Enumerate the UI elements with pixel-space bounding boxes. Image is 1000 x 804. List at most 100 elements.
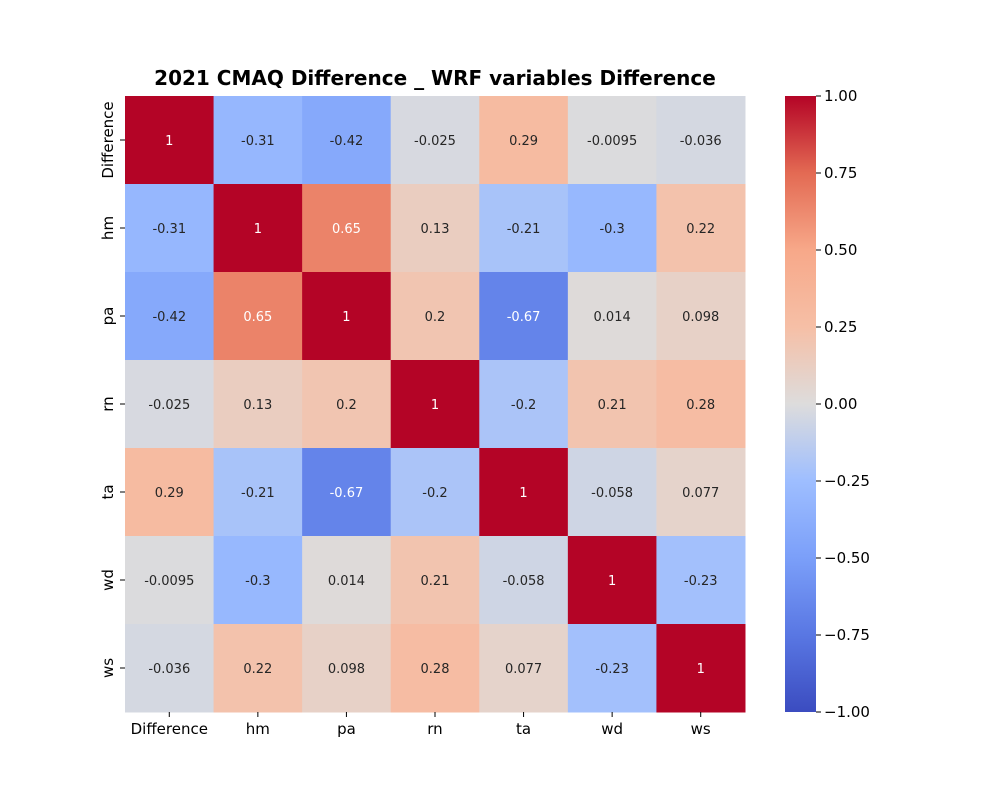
heatmap-cell bbox=[213, 448, 303, 537]
heatmap-cell bbox=[656, 184, 746, 273]
heatmap-cell bbox=[302, 360, 392, 449]
colorbar-tick-label: 0.75 bbox=[824, 164, 857, 182]
y-tick-label: wd bbox=[99, 569, 117, 591]
heatmap-cell bbox=[567, 272, 657, 361]
cell-annotation: 1 bbox=[342, 310, 350, 325]
cell-annotation: -0.058 bbox=[503, 574, 545, 589]
x-tick-label: rn bbox=[427, 720, 442, 738]
cell-annotation: 1 bbox=[608, 574, 616, 589]
cell-annotation: 0.13 bbox=[243, 398, 272, 413]
heatmap-annotations: 1 -0.31 -0.42 -0.025 0.29 -0.0095 -0.036-0.31 1… bbox=[144, 134, 721, 677]
cell-annotation: 0.65 bbox=[243, 310, 272, 325]
heatmap-cell bbox=[567, 536, 657, 625]
cell-annotation: -0.21 bbox=[507, 222, 541, 237]
heatmap-cell bbox=[390, 184, 480, 273]
cell-annotation: 0.014 bbox=[328, 574, 365, 589]
heatmap-cell bbox=[656, 624, 746, 713]
colorbar-tick-label: −0.50 bbox=[824, 549, 870, 567]
colorbar-tick-label: 0.00 bbox=[824, 395, 857, 413]
cell-annotation: 1 bbox=[165, 134, 173, 149]
colorbar-tick-label: 0.50 bbox=[824, 241, 857, 259]
cell-annotation: 0.098 bbox=[682, 310, 719, 325]
cell-annotation: 0.077 bbox=[682, 486, 719, 501]
heatmap-cell bbox=[656, 272, 746, 361]
heatmap-cell bbox=[567, 360, 657, 449]
cell-annotation: 0.098 bbox=[328, 662, 365, 677]
heatmap-cell bbox=[479, 96, 569, 185]
cell-annotation: 0.22 bbox=[243, 662, 272, 677]
heatmap-cell bbox=[125, 624, 215, 713]
cell-annotation: -0.036 bbox=[148, 662, 190, 677]
heatmap-cell bbox=[656, 96, 746, 185]
heatmap-cell bbox=[567, 96, 657, 185]
heatmap-cell bbox=[213, 272, 303, 361]
cell-annotation: -0.058 bbox=[591, 486, 633, 501]
cell-annotation: 0.22 bbox=[686, 222, 715, 237]
y-tick-label: ws bbox=[99, 658, 117, 678]
heatmap-cell bbox=[390, 624, 480, 713]
heatmap-cell bbox=[479, 624, 569, 713]
x-tick-label: ws bbox=[691, 720, 711, 738]
cell-annotation: -0.31 bbox=[152, 222, 186, 237]
cell-annotation: -0.31 bbox=[241, 134, 275, 149]
heatmap-cell bbox=[479, 448, 569, 537]
cell-annotation: 0.21 bbox=[598, 398, 627, 413]
cell-annotation: -0.23 bbox=[595, 662, 629, 677]
cell-annotation: 0.29 bbox=[509, 134, 538, 149]
cell-annotation: 0.28 bbox=[686, 398, 715, 413]
cell-annotation: -0.036 bbox=[680, 134, 722, 149]
colorbar-tick-label: −0.25 bbox=[824, 472, 870, 490]
heatmap-cell bbox=[656, 360, 746, 449]
cell-annotation: 1 bbox=[519, 486, 527, 501]
cell-annotation: -0.42 bbox=[330, 134, 364, 149]
heatmap-cell bbox=[213, 184, 303, 273]
cell-annotation: -0.67 bbox=[507, 310, 541, 325]
y-tick-label: pa bbox=[99, 307, 117, 326]
heatmap-cell bbox=[125, 184, 215, 273]
heatmap-cell bbox=[390, 96, 480, 185]
heatmap-cell bbox=[302, 184, 392, 273]
colorbar-tick-label: 1.00 bbox=[824, 87, 857, 105]
heatmap-cell bbox=[567, 624, 657, 713]
cell-annotation: -0.23 bbox=[684, 574, 718, 589]
heatmap-cell bbox=[213, 96, 303, 185]
cell-annotation: 0.2 bbox=[425, 310, 446, 325]
x-tick-label: ta bbox=[516, 720, 531, 738]
heatmap-cell bbox=[302, 536, 392, 625]
cell-annotation: 0.13 bbox=[421, 222, 450, 237]
heatmap-cell bbox=[213, 360, 303, 449]
heatmap-cell bbox=[479, 184, 569, 273]
cell-annotation: 0.014 bbox=[594, 310, 631, 325]
heatmap-cell bbox=[125, 360, 215, 449]
cell-annotation: -0.025 bbox=[148, 398, 190, 413]
cell-annotation: 0.077 bbox=[505, 662, 542, 677]
heatmap-cell bbox=[567, 448, 657, 537]
x-tick-label: pa bbox=[337, 720, 356, 738]
heatmap-cell bbox=[125, 536, 215, 625]
heatmap-cell bbox=[656, 536, 746, 625]
y-tick-label: hm bbox=[99, 216, 117, 240]
heatmap-cell bbox=[390, 272, 480, 361]
heatmap-cell bbox=[479, 272, 569, 361]
cell-annotation: -0.3 bbox=[599, 222, 624, 237]
chart-title: 2021 CMAQ Difference _ WRF variables Dif… bbox=[154, 66, 716, 90]
cell-annotation: -0.67 bbox=[330, 486, 364, 501]
x-tick-label: Difference bbox=[131, 720, 208, 738]
cell-annotation: -0.025 bbox=[414, 134, 456, 149]
colorbar: 1.00 0.75 0.50 0.25 0.00 −0.25 −0.50 −0.75 −1.00 bbox=[785, 87, 870, 721]
heatmap-cell bbox=[213, 624, 303, 713]
heatmap-cells bbox=[125, 96, 746, 713]
colorbar-tick-label: −1.00 bbox=[824, 703, 870, 721]
y-tick-label: rn bbox=[99, 396, 117, 411]
cell-annotation: -0.3 bbox=[245, 574, 270, 589]
heatmap-cell bbox=[390, 536, 480, 625]
cell-annotation: 0.21 bbox=[421, 574, 450, 589]
x-tick-label: wd bbox=[601, 720, 623, 738]
heatmap-cell bbox=[656, 448, 746, 537]
heatmap-cell bbox=[302, 96, 392, 185]
cell-annotation: -0.0095 bbox=[587, 134, 637, 149]
heatmap-cell bbox=[302, 272, 392, 361]
cell-annotation: -0.2 bbox=[422, 486, 447, 501]
